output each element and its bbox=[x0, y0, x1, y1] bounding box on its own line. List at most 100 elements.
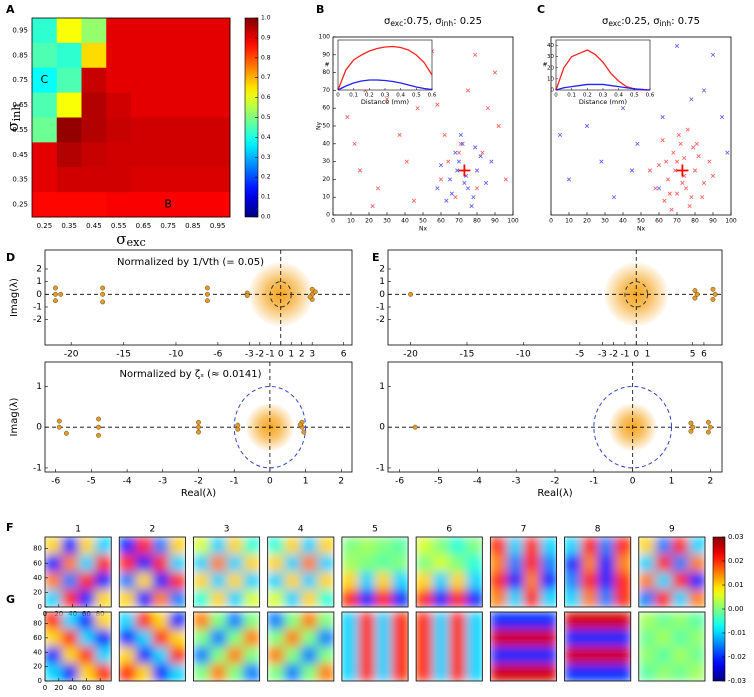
pattern-image-blur bbox=[267, 537, 334, 607]
image-cell bbox=[688, 554, 705, 573]
y-tick-label: 100 bbox=[319, 34, 331, 41]
image-cell bbox=[94, 612, 112, 630]
image-cell bbox=[358, 554, 376, 573]
x-tick-label: 0.45 bbox=[86, 222, 102, 230]
x-tick-label: -1 bbox=[620, 350, 629, 360]
image-cell bbox=[375, 554, 393, 573]
scatter-point bbox=[411, 198, 417, 203]
inset-y-label: # bbox=[324, 62, 329, 69]
x-tick-label: -1 bbox=[230, 477, 239, 487]
image-cell bbox=[284, 572, 302, 590]
image-cell bbox=[688, 663, 705, 681]
colorbar-tick-label: 0.02 bbox=[728, 557, 744, 565]
y-tick-label: 1 bbox=[36, 277, 42, 287]
x-tick-label: 30 bbox=[601, 218, 609, 225]
scatter-point bbox=[471, 195, 476, 200]
heatmap-cell bbox=[56, 117, 82, 143]
inset-x-tick-label: 0.4 bbox=[396, 93, 405, 99]
image-cell bbox=[226, 537, 244, 555]
plot-title-part: inh bbox=[660, 19, 672, 28]
image-cell bbox=[119, 663, 137, 681]
scatter-point bbox=[667, 191, 672, 196]
x-tick-label: 0 bbox=[278, 350, 284, 360]
heatmap-cell bbox=[180, 117, 206, 143]
image-cell bbox=[267, 589, 285, 607]
scatter-point bbox=[701, 88, 707, 93]
image-cell bbox=[193, 572, 211, 590]
scatter-point bbox=[357, 168, 363, 173]
image-cell bbox=[119, 537, 137, 555]
image-cell bbox=[614, 663, 631, 681]
heatmap-cell bbox=[155, 167, 181, 193]
plot-title-part: :0.25, bbox=[621, 16, 653, 27]
image-frame bbox=[193, 611, 261, 682]
x-tick-label: -3 bbox=[245, 350, 254, 360]
image-frame bbox=[489, 536, 557, 608]
image-frame bbox=[415, 536, 483, 608]
image-title: 8 bbox=[595, 525, 601, 535]
image-cell bbox=[61, 629, 79, 647]
image-cell bbox=[523, 572, 541, 590]
image-cell bbox=[94, 537, 112, 555]
heatmap-cell bbox=[131, 167, 157, 193]
image-cell bbox=[119, 612, 137, 630]
y-tick-label: 0.45 bbox=[12, 151, 28, 159]
scatter-point bbox=[682, 155, 687, 161]
colorbar-tick-label: 0.3 bbox=[261, 154, 271, 161]
image-cell bbox=[168, 554, 186, 573]
eigenvalue-point bbox=[301, 429, 307, 435]
colorbar-tick-label: 0.8 bbox=[261, 54, 271, 61]
image-cell bbox=[243, 589, 260, 607]
pattern-image bbox=[119, 537, 186, 607]
pattern-image-blur bbox=[638, 537, 705, 607]
image-cell bbox=[210, 612, 228, 630]
eigenvalue-point bbox=[204, 291, 210, 297]
image-cell bbox=[61, 589, 79, 607]
image-cell bbox=[375, 537, 393, 555]
image-cell bbox=[135, 646, 153, 665]
pattern-image bbox=[490, 537, 557, 607]
x-tick-label: 40 bbox=[619, 218, 627, 225]
image-cell bbox=[317, 646, 334, 665]
eigenvalue-point bbox=[710, 286, 716, 292]
image-cell bbox=[226, 646, 244, 665]
eigenvalue-point bbox=[58, 291, 64, 297]
inset-y-tick-label: 30 bbox=[547, 54, 554, 60]
image-cell bbox=[506, 629, 524, 647]
image-frame bbox=[489, 611, 557, 682]
image-cell bbox=[465, 612, 483, 630]
x-tick-label: -4 bbox=[123, 477, 132, 487]
colorbar-tick-label: 0.01 bbox=[728, 581, 744, 589]
heatmap-cell bbox=[205, 42, 231, 69]
scatter-point bbox=[489, 159, 494, 164]
plot-area bbox=[44, 361, 353, 473]
inset-x-tick-label: 0.6 bbox=[428, 93, 437, 99]
image-cell bbox=[506, 612, 524, 630]
image-cell bbox=[597, 554, 615, 573]
image-title: 1 bbox=[75, 525, 81, 535]
y-tick-label: 0.95 bbox=[12, 26, 28, 34]
image-cell bbox=[135, 629, 153, 647]
image-cell bbox=[193, 589, 211, 607]
pattern-image bbox=[193, 612, 260, 681]
heatmap-cell bbox=[155, 117, 181, 143]
scatter-point bbox=[629, 168, 635, 173]
image-cell bbox=[655, 554, 673, 573]
x-tick-label: 0.65 bbox=[136, 222, 152, 230]
colorbar-tick-label: 0.03 bbox=[728, 533, 744, 541]
x-tick-label: 5 bbox=[690, 350, 696, 360]
image-cell bbox=[210, 663, 228, 681]
scatter-point bbox=[584, 123, 590, 129]
x-tick-label: 80 bbox=[96, 684, 105, 692]
image-cell bbox=[45, 612, 63, 630]
x-tick-label: -10 bbox=[516, 350, 531, 360]
pattern-image bbox=[416, 537, 483, 607]
x-tick-label: 0 bbox=[43, 684, 47, 692]
plot-area bbox=[387, 361, 723, 473]
image-cell bbox=[564, 554, 582, 573]
image-cell bbox=[449, 663, 467, 681]
eigenvalue-point bbox=[297, 422, 303, 428]
image-cell bbox=[61, 572, 79, 590]
pattern-image-blur bbox=[341, 537, 409, 607]
colorbar-tick-label: 0.4 bbox=[261, 134, 271, 141]
